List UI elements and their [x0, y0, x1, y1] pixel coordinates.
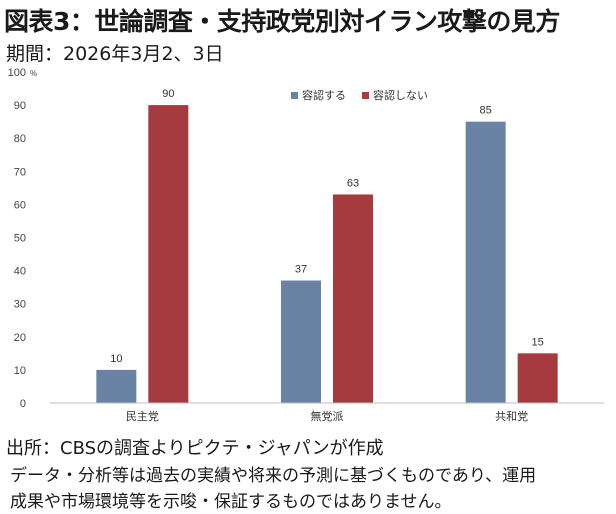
y-tick-label: 0 — [20, 398, 26, 410]
y-tick-label: 60 — [14, 199, 26, 211]
data-label: 85 — [480, 105, 492, 117]
disclaimer-line-2: 成果や市場環境等を示唆・保証するものではありません。 — [10, 492, 452, 512]
y-tick-label: 30 — [14, 299, 26, 311]
legend-swatch — [291, 92, 298, 99]
legend-label: 容認しない — [373, 88, 428, 102]
bar — [148, 105, 189, 403]
legend: 容認する 容認しない — [291, 88, 428, 102]
survey-period: 期間：2026年3月2、3日 — [6, 43, 224, 65]
bars — [96, 105, 558, 404]
data-label: 15 — [532, 336, 544, 348]
y-tick-label: 90 — [14, 100, 26, 112]
y-unit-label: % — [30, 69, 37, 78]
y-tick-label: 50 — [14, 233, 26, 245]
x-tick-label: 無党派 — [311, 409, 344, 423]
legend-swatch — [362, 92, 369, 99]
y-tick-label: 10 — [14, 365, 26, 377]
bar — [96, 369, 137, 403]
data-labels: 10 90 37 63 85 15 — [110, 88, 544, 365]
data-label: 90 — [162, 88, 174, 100]
x-axis: 民主党 無党派 共和党 — [50, 402, 604, 423]
bar — [517, 353, 558, 403]
x-tick-label: 民主党 — [126, 410, 159, 423]
data-label: 37 — [295, 264, 307, 276]
y-axis: 0 10 20 30 40 50 60 70 80 90 100% — [8, 67, 37, 410]
bar — [465, 121, 506, 404]
legend-label: 容認する — [302, 88, 346, 102]
bar — [333, 194, 373, 403]
y-tick-label: 20 — [14, 332, 26, 344]
disclaimer-line-1: データ・分析等は過去の実績や将来の予測に基づくものであり、運用 — [10, 466, 537, 486]
x-tick-label: 共和党 — [495, 410, 528, 423]
data-label: 10 — [110, 353, 122, 365]
bar-chart: 0 10 20 30 40 50 60 70 80 90 100% 10 90 37 63 85 15 民主党… — [8, 67, 604, 423]
chart-title: 図表3：世論調査・支持政党別対イラン攻撃の見方 — [4, 7, 560, 36]
source-note: 出所：CBSの調査よりピクテ・ジャパンが作成 — [6, 438, 384, 459]
data-label: 63 — [347, 177, 359, 189]
y-tick-label: 80 — [14, 133, 26, 145]
y-tick-label: 100 — [8, 67, 26, 79]
y-tick-label: 70 — [14, 166, 26, 178]
bar — [281, 280, 321, 403]
y-tick-label: 40 — [14, 266, 26, 278]
